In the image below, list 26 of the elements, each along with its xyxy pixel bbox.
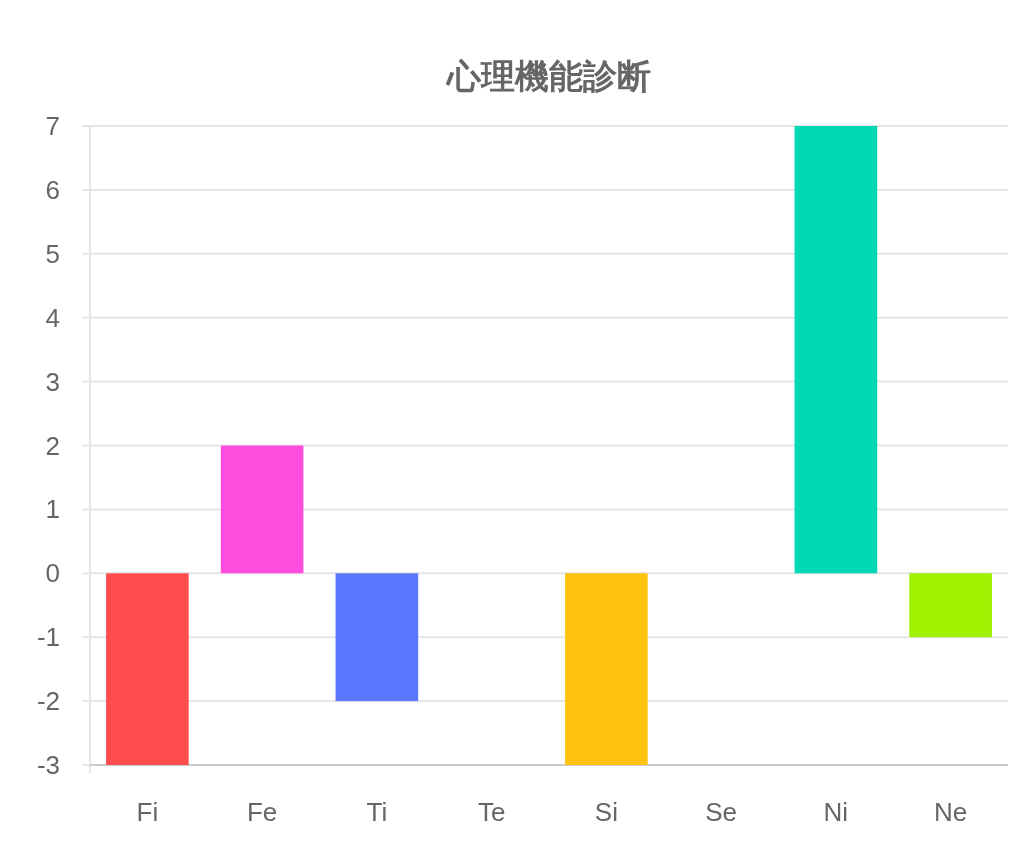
chart-title: 心理機能診断 xyxy=(445,57,651,95)
x-tick-label: Fe xyxy=(246,797,278,827)
bar xyxy=(794,126,878,574)
x-tick-label: Ti xyxy=(366,797,388,827)
bar xyxy=(220,445,304,574)
y-tick-label: 1 xyxy=(45,494,60,525)
y-tick-label: 3 xyxy=(45,366,60,397)
bar xyxy=(106,573,189,765)
bar xyxy=(909,573,992,638)
y-tick-label: -1 xyxy=(36,622,60,653)
y-tick-label: 2 xyxy=(45,430,60,461)
y-tick-label: 4 xyxy=(45,302,60,333)
x-tick-label: Se xyxy=(705,797,738,827)
x-tick-label: Ne xyxy=(934,797,968,827)
bar xyxy=(335,573,419,702)
y-tick-label: -3 xyxy=(36,750,60,780)
y-tick-label: 7 xyxy=(45,111,60,141)
x-tick-label: Te xyxy=(477,797,506,827)
x-tick-label: Ni xyxy=(823,797,849,827)
x-tick-label: Si xyxy=(594,797,618,827)
y-tick-label: 5 xyxy=(45,238,60,269)
y-tick-label: 0 xyxy=(45,558,60,589)
bar xyxy=(565,573,648,765)
y-tick-label: 6 xyxy=(45,174,60,205)
x-tick-label: Fi xyxy=(136,797,159,827)
y-tick-label: -2 xyxy=(36,686,60,717)
